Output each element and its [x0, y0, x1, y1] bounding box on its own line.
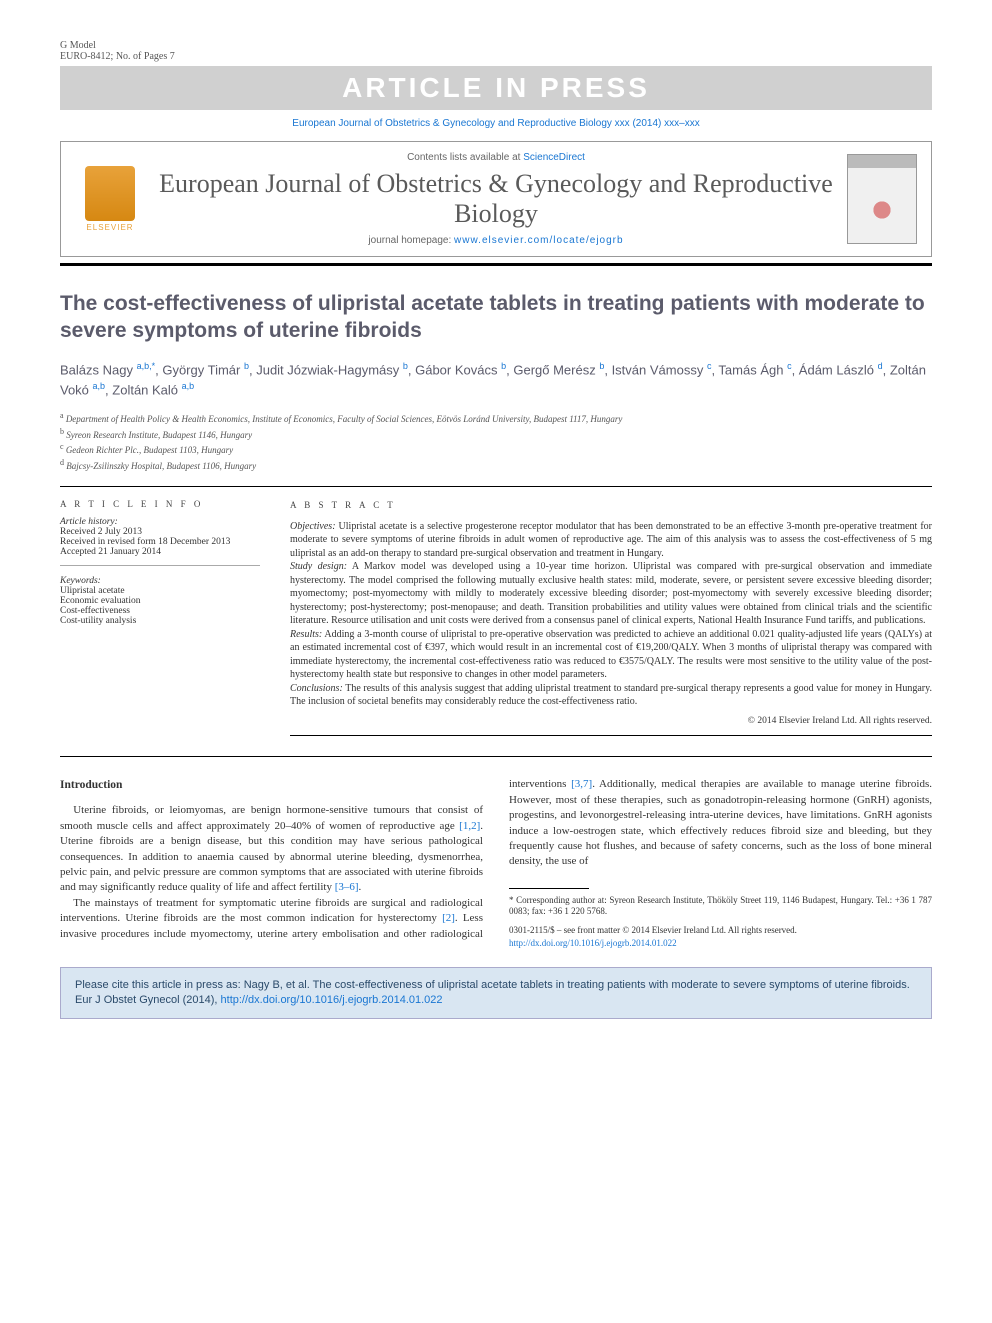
- body-p1: Uterine fibroids, or leiomyomas, are ben…: [60, 803, 483, 895]
- abs-conclusions: The results of this analysis suggest tha…: [290, 683, 932, 708]
- g-model-label: G Model EURO-8412; No. of Pages 7: [60, 40, 175, 62]
- affiliation-line: a Department of Health Policy & Health E…: [60, 410, 932, 426]
- abstract-copyright: © 2014 Elsevier Ireland Ltd. All rights …: [290, 715, 932, 728]
- intro-heading: Introduction: [60, 777, 483, 793]
- rule-thin: [60, 756, 932, 757]
- abs-design-label: Study design:: [290, 561, 347, 572]
- doi-link[interactable]: http://dx.doi.org/10.1016/j.ejogrb.2014.…: [509, 938, 677, 948]
- sciencedirect-link[interactable]: ScienceDirect: [523, 152, 585, 163]
- history-block: Article history: Received 2 July 2013 Re…: [60, 517, 260, 566]
- abs-design: A Markov model was developed using a 10-…: [290, 561, 932, 626]
- cite-box: Please cite this article in press as: Na…: [60, 967, 932, 1019]
- elsevier-wordmark: ELSEVIER: [86, 223, 133, 232]
- contents-line: Contents lists available at ScienceDirec…: [159, 152, 833, 163]
- affiliation-line: d Bajcsy-Zsilinszky Hospital, Budapest 1…: [60, 457, 932, 473]
- keyword-item: Cost-effectiveness: [60, 606, 260, 616]
- homepage-link[interactable]: www.elsevier.com/locate/ejogrb: [454, 235, 624, 246]
- keywords-label: Keywords:: [60, 576, 260, 586]
- header-meta: G Model EURO-8412; No. of Pages 7: [60, 40, 932, 62]
- history-accepted: Accepted 21 January 2014: [60, 547, 260, 557]
- issn-line: 0301-2115/$ – see front matter © 2014 El…: [509, 924, 932, 937]
- keywords-block: Keywords: Ulipristal acetateEconomic eva…: [60, 576, 260, 626]
- ref-3-7[interactable]: [3,7]: [571, 778, 592, 790]
- abs-objectives: Ulipristal acetate is a selective proges…: [290, 521, 932, 559]
- abs-results: Adding a 3-month course of ulipristal to…: [290, 629, 932, 681]
- ref-2[interactable]: [2]: [442, 912, 455, 924]
- header-citation: European Journal of Obstetrics & Gynecol…: [60, 118, 932, 129]
- history-received: Received 2 July 2013: [60, 527, 260, 537]
- homepage-line: journal homepage: www.elsevier.com/locat…: [159, 235, 833, 246]
- journal-masthead: ELSEVIER Contents lists available at Sci…: [60, 141, 932, 257]
- history-label: Article history:: [60, 517, 260, 527]
- press-banner: ARTICLE IN PRESS: [60, 66, 932, 110]
- keyword-item: Ulipristal acetate: [60, 586, 260, 596]
- abstract: A B S T R A C T Objectives: Ulipristal a…: [290, 499, 932, 736]
- author-list: Balázs Nagy a,b,*, György Timár b, Judit…: [60, 360, 932, 400]
- article-title: The cost-effectiveness of ulipristal ace…: [60, 290, 932, 345]
- info-abstract-row: A R T I C L E I N F O Article history: R…: [60, 486, 932, 736]
- abstract-head: A B S T R A C T: [290, 499, 932, 511]
- body-columns: Introduction Uterine fibroids, or leiomy…: [60, 777, 932, 949]
- corresponding-author: * Corresponding author at: Syreon Resear…: [509, 895, 932, 918]
- journal-name: European Journal of Obstetrics & Gynecol…: [159, 169, 833, 229]
- elsevier-tree-icon: [85, 166, 135, 221]
- journal-cover-thumb: [847, 154, 917, 244]
- article-info: A R T I C L E I N F O Article history: R…: [60, 499, 260, 736]
- abstract-body: Objectives: Ulipristal acetate is a sele…: [290, 520, 932, 737]
- abs-objectives-label: Objectives:: [290, 521, 336, 532]
- footnote-separator: [509, 888, 589, 889]
- affiliation-line: c Gedeon Richter Plc., Budapest 1103, Hu…: [60, 441, 932, 457]
- affiliation-line: b Syreon Research Institute, Budapest 11…: [60, 426, 932, 442]
- ref-1-2[interactable]: [1,2]: [459, 820, 480, 832]
- abs-results-label: Results:: [290, 629, 322, 640]
- journal-center: Contents lists available at ScienceDirec…: [159, 152, 833, 246]
- article-info-head: A R T I C L E I N F O: [60, 499, 260, 509]
- affiliations: a Department of Health Policy & Health E…: [60, 410, 932, 472]
- abs-conclusions-label: Conclusions:: [290, 683, 343, 694]
- page: G Model EURO-8412; No. of Pages 7 ARTICL…: [0, 0, 992, 1059]
- cite-text: Please cite this article in press as: Na…: [75, 979, 910, 1006]
- keyword-item: Cost-utility analysis: [60, 616, 260, 626]
- rule-thick: [60, 263, 932, 266]
- elsevier-logo: ELSEVIER: [75, 159, 145, 239]
- history-revised: Received in revised form 18 December 201…: [60, 537, 260, 547]
- ref-3-6[interactable]: [3–6]: [335, 881, 359, 893]
- doi-block: 0301-2115/$ – see front matter © 2014 El…: [509, 924, 932, 949]
- cite-doi-link[interactable]: http://dx.doi.org/10.1016/j.ejogrb.2014.…: [221, 994, 443, 1006]
- keyword-item: Economic evaluation: [60, 596, 260, 606]
